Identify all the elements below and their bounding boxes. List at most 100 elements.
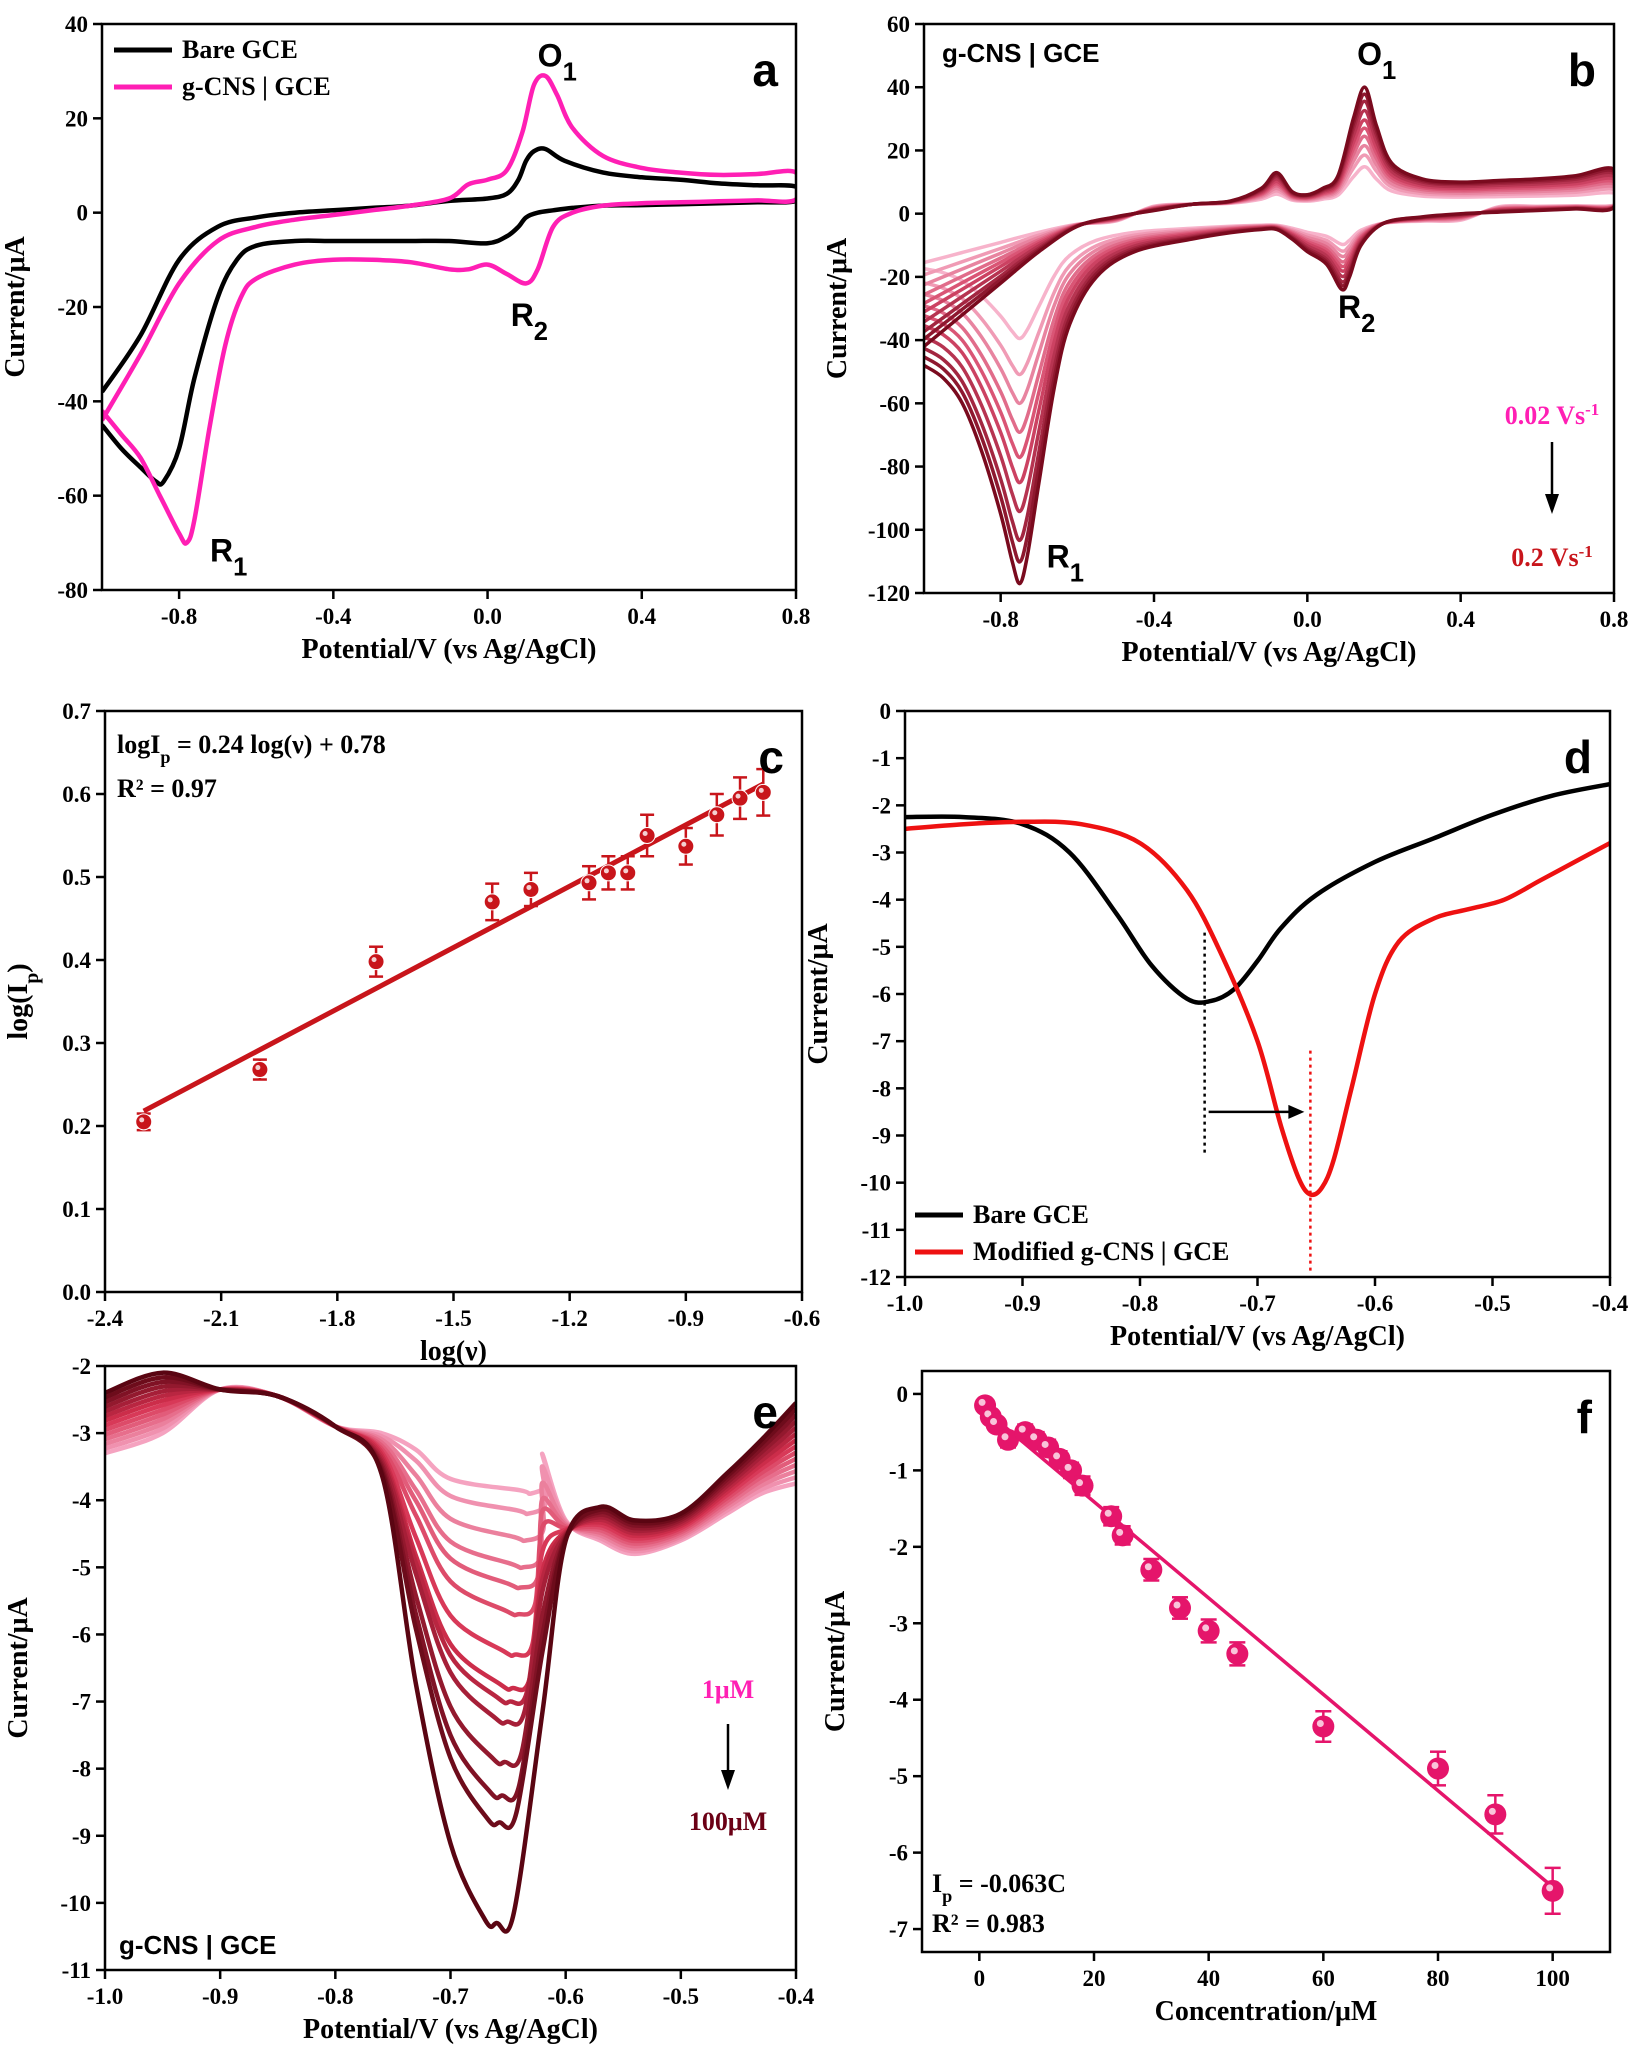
data-point xyxy=(367,953,385,971)
x-tick-label: 0.8 xyxy=(782,604,811,629)
data-point xyxy=(638,827,656,844)
plot-frame xyxy=(920,1369,1612,1954)
y-tick-label: 0.1 xyxy=(62,1197,91,1222)
x-tick-label: -0.9 xyxy=(202,1984,238,2009)
y-tick-label: -100 xyxy=(868,518,910,543)
data-point xyxy=(619,864,637,882)
x-tick-label: -0.6 xyxy=(1357,1291,1393,1316)
y-tick-label: 0.6 xyxy=(62,782,91,807)
panel-letter: b xyxy=(1568,44,1596,96)
panel-letter: d xyxy=(1564,731,1592,783)
point-highlight xyxy=(1053,1452,1061,1460)
y-tick-label: -6 xyxy=(889,1841,908,1866)
series-line xyxy=(905,819,1610,1198)
x-tick-label: 20 xyxy=(1083,1966,1106,1991)
point-highlight xyxy=(1041,1440,1049,1448)
y-tick-label: 40 xyxy=(65,12,88,37)
y-tick-label: 60 xyxy=(887,12,910,37)
data-point xyxy=(1169,1596,1191,1619)
data-point xyxy=(1427,1757,1449,1780)
legend: Bare GCE Modified g-CNS | GCE xyxy=(915,1200,1229,1266)
y-tick-label: -4 xyxy=(872,888,892,913)
y-tick-label: -60 xyxy=(57,484,88,509)
x-tick-label: 80 xyxy=(1427,1966,1450,1991)
y-tick-label: -4 xyxy=(72,1488,92,1513)
arrow-head xyxy=(1288,1104,1305,1119)
point-highlight xyxy=(1030,1433,1038,1441)
y-tick-label: 0.7 xyxy=(62,699,91,724)
x-tick-label: -0.4 xyxy=(778,1984,815,2009)
x-axis-label: Potential/V (vs Ag/AgCl) xyxy=(1121,637,1416,668)
x-tick-label: 0.0 xyxy=(1293,607,1322,632)
point-highlight xyxy=(139,1117,145,1123)
x-axis-label: Potential/V (vs Ag/AgCl) xyxy=(1110,1321,1405,1352)
data-point xyxy=(1100,1505,1123,1528)
arrow-head xyxy=(1545,494,1559,514)
data-point xyxy=(985,1413,1008,1436)
electrode-label: g-CNS | GCE xyxy=(942,38,1100,68)
y-tick-label: -80 xyxy=(57,578,88,603)
x-tick-label: -0.9 xyxy=(668,1306,704,1331)
point-highlight xyxy=(1064,1463,1072,1471)
data-point xyxy=(599,864,617,882)
y-tick-label: -4 xyxy=(889,1688,909,1713)
fit-equation: Ip = -0.063C xyxy=(932,1869,1066,1906)
point-highlight xyxy=(1488,1807,1496,1815)
concentration-curve xyxy=(105,1375,796,1830)
data-point xyxy=(1071,1474,1094,1497)
panel-letter: c xyxy=(758,731,784,783)
scan-curve xyxy=(924,85,1614,586)
x-axis-label: log(ν) xyxy=(420,1336,487,1367)
point-highlight xyxy=(1144,1563,1152,1571)
x-tick-label: -0.9 xyxy=(1004,1291,1040,1316)
concentration-curve xyxy=(105,1383,796,1768)
plot-area xyxy=(135,767,772,1132)
x-tick-label: -1.8 xyxy=(319,1306,355,1331)
x-tick-label: -0.4 xyxy=(1592,1291,1629,1316)
y-tick-label: 0 xyxy=(77,201,89,226)
peak-label: O1 xyxy=(1357,36,1396,85)
series-line xyxy=(905,781,1610,1005)
y-tick-label: 0 xyxy=(899,202,911,227)
concentration-curve xyxy=(105,1379,796,1803)
concentration-curve xyxy=(105,1386,796,1591)
peak-label: R2 xyxy=(511,297,548,346)
x-tick-label: -0.5 xyxy=(1474,1291,1510,1316)
x-tick-label: 0.4 xyxy=(1446,607,1475,632)
concentration-curve xyxy=(105,1387,796,1707)
panel-e: g-CNS | GCE 1μM 100μM -1.0 -0.9 -0.8 -0.7 -0.6 -… xyxy=(3,1354,815,2045)
arrow-head xyxy=(721,1770,735,1790)
point-highlight xyxy=(371,957,377,963)
point-highlight xyxy=(623,868,629,874)
y-tick-label: 20 xyxy=(65,106,88,131)
panel-letter: e xyxy=(752,1386,778,1438)
y-tick-label: -7 xyxy=(872,1029,891,1054)
concentration-curve xyxy=(105,1386,796,1658)
y-tick-label: -10 xyxy=(60,1891,91,1916)
point-highlight xyxy=(603,868,609,874)
scan-curve xyxy=(924,108,1614,514)
y-axis-label: Current/μA xyxy=(0,236,31,378)
y-tick-label: 0.2 xyxy=(62,1114,91,1139)
data-point xyxy=(1111,1524,1134,1547)
data-point xyxy=(1484,1803,1507,1826)
point-highlight xyxy=(526,884,532,890)
data-point xyxy=(580,874,598,892)
electrode-label: g-CNS | GCE xyxy=(119,1930,277,1960)
legend-label: g-CNS | GCE xyxy=(182,72,331,101)
data-point xyxy=(997,1428,1019,1451)
x-tick-label: -0.5 xyxy=(663,1984,699,2009)
panel-d: Bare GCE Modified g-CNS | GCE -1.0 -0.9 -0.8… xyxy=(803,699,1629,1352)
x-tick-label: -0.8 xyxy=(161,604,197,629)
legend-label: Bare GCE xyxy=(973,1200,1089,1229)
y-tick-label: -20 xyxy=(879,265,910,290)
y-tick-label: -7 xyxy=(889,1917,908,1942)
peak-label: R1 xyxy=(1047,539,1084,588)
point-highlight xyxy=(712,810,718,816)
scan-rate-start: 0.02 Vs-1 xyxy=(1505,400,1600,431)
y-tick-label: -2 xyxy=(72,1354,91,1379)
r-squared: R² = 0.983 xyxy=(932,1909,1045,1938)
point-highlight xyxy=(681,841,687,847)
plot-area xyxy=(924,85,1614,586)
